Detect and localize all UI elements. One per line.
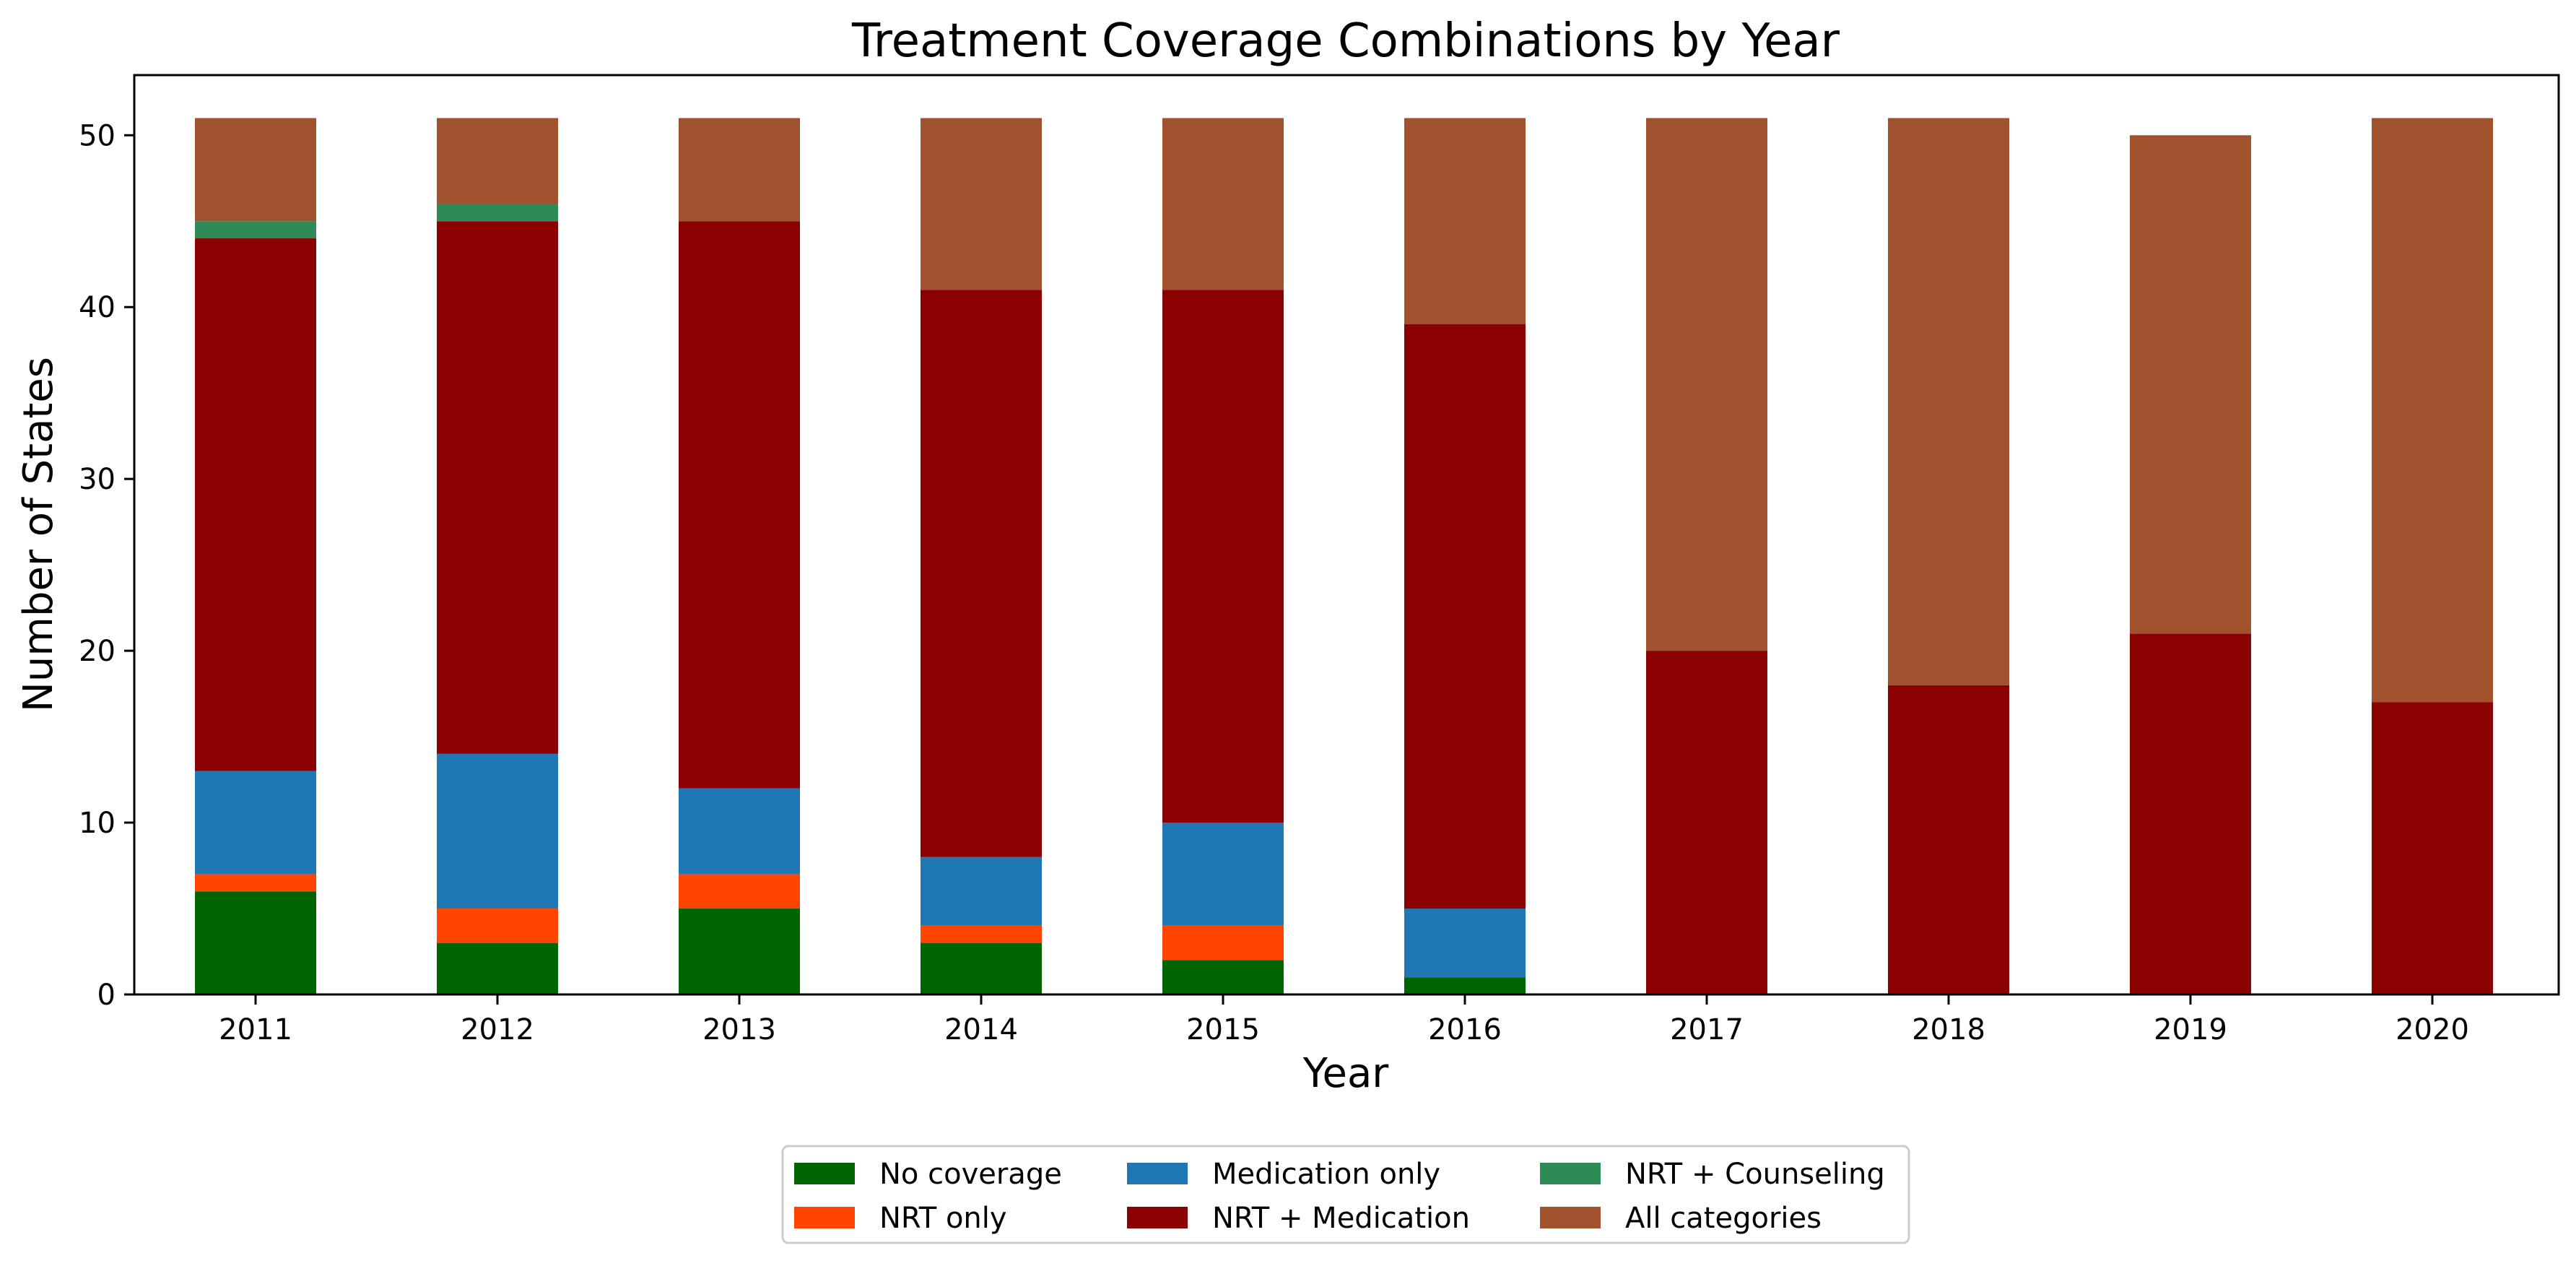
bar-2012-series-3	[437, 221, 558, 754]
bar-2013-series-0	[679, 909, 800, 994]
bar-2015-series-2	[1162, 823, 1284, 926]
bar-2014-series-0	[921, 942, 1042, 994]
bar-2016-series-0	[1404, 977, 1526, 994]
bar-2011-series-4	[195, 221, 316, 239]
bar-2012-series-2	[437, 753, 558, 909]
bar-2013-series-1	[679, 874, 800, 909]
bar-2020-series-5	[2372, 118, 2493, 703]
legend-label: NRT only	[879, 1202, 1007, 1235]
legend-swatch	[1540, 1207, 1601, 1228]
bar-2012-series-0	[437, 942, 558, 994]
bar-2012-series-4	[437, 204, 558, 222]
legend-label: Medication only	[1212, 1158, 1440, 1191]
bar-2011-series-5	[195, 118, 316, 222]
bar-2015-series-1	[1162, 925, 1284, 961]
legend: No coverage NRT only Medication only NRT + …	[781, 1145, 1910, 1244]
bar-2019-series-5	[2130, 135, 2251, 634]
legend-swatch	[1127, 1163, 1188, 1184]
legend-label: NRT + Medication	[1212, 1202, 1470, 1235]
legend-label: No coverage	[879, 1158, 1062, 1191]
bar-2013-series-3	[679, 221, 800, 789]
bar-2013-series-2	[679, 788, 800, 875]
legend-swatch	[1540, 1163, 1601, 1184]
bar-2016-series-2	[1404, 909, 1526, 978]
y-tick-label: 10	[79, 807, 116, 840]
x-axis-title: Year	[1302, 1050, 1390, 1097]
x-tick-label: 2019	[2154, 1013, 2227, 1046]
bar-2011-series-2	[195, 771, 316, 875]
x-tick-label: 2011	[219, 1013, 292, 1046]
bar-2015-series-5	[1162, 118, 1284, 290]
bar-2013-series-5	[679, 118, 800, 222]
bar-2011-series-3	[195, 238, 316, 771]
bar-2015-series-3	[1162, 290, 1284, 823]
bar-2011-series-1	[195, 874, 316, 892]
x-tick-label: 2013	[702, 1013, 776, 1046]
y-tick-label: 0	[97, 979, 116, 1012]
x-tick-label: 2014	[944, 1013, 1018, 1046]
y-axis-title: Number of States	[15, 357, 62, 712]
x-tick-label: 2018	[1912, 1013, 1985, 1046]
bar-2020-series-3	[2372, 702, 2493, 994]
bar-2014-series-5	[921, 118, 1042, 290]
chart-title: Treatment Coverage Combinations by Year	[851, 14, 1840, 68]
bar-2014-series-2	[921, 857, 1042, 926]
x-tick-label: 2017	[1670, 1013, 1744, 1046]
bar-2012-series-5	[437, 118, 558, 204]
bar-2018-series-5	[1888, 118, 2009, 685]
bar-2012-series-1	[437, 909, 558, 943]
x-tick-label: 2015	[1186, 1013, 1260, 1046]
y-tick-label: 50	[79, 119, 116, 152]
y-tick-label: 20	[79, 635, 116, 668]
bar-2018-series-3	[1888, 685, 2009, 994]
y-axis-ticks: 0 10 20 30 40 50	[79, 119, 134, 1012]
legend-swatch	[794, 1207, 855, 1228]
plot-frame	[133, 74, 2560, 996]
bar-2016-series-3	[1404, 324, 1526, 909]
legend-label: All categories	[1625, 1202, 1822, 1235]
x-axis-ticks: 2011 2012 2013 2014 2015 2016 2017 2018 2019 2020	[219, 994, 2469, 1046]
bar-2015-series-0	[1162, 960, 1284, 994]
x-tick-label: 2012	[461, 1013, 534, 1046]
legend-frame	[781, 1145, 1910, 1244]
x-tick-label: 2020	[2396, 1013, 2469, 1046]
legend-swatch	[794, 1163, 855, 1184]
legend-label: NRT + Counseling	[1625, 1158, 1885, 1191]
bars-group	[195, 118, 2493, 994]
bar-2014-series-3	[921, 290, 1042, 857]
y-tick-label: 30	[79, 463, 116, 496]
bar-2011-series-0	[195, 891, 316, 994]
bar-2014-series-1	[921, 925, 1042, 943]
bar-2016-series-5	[1404, 118, 1526, 325]
bar-2017-series-5	[1646, 118, 1767, 651]
bar-2019-series-3	[2130, 633, 2251, 994]
x-tick-label: 2016	[1428, 1013, 1502, 1046]
legend-swatch	[1127, 1207, 1188, 1228]
bar-2017-series-3	[1646, 651, 1767, 994]
y-tick-label: 40	[79, 291, 116, 324]
